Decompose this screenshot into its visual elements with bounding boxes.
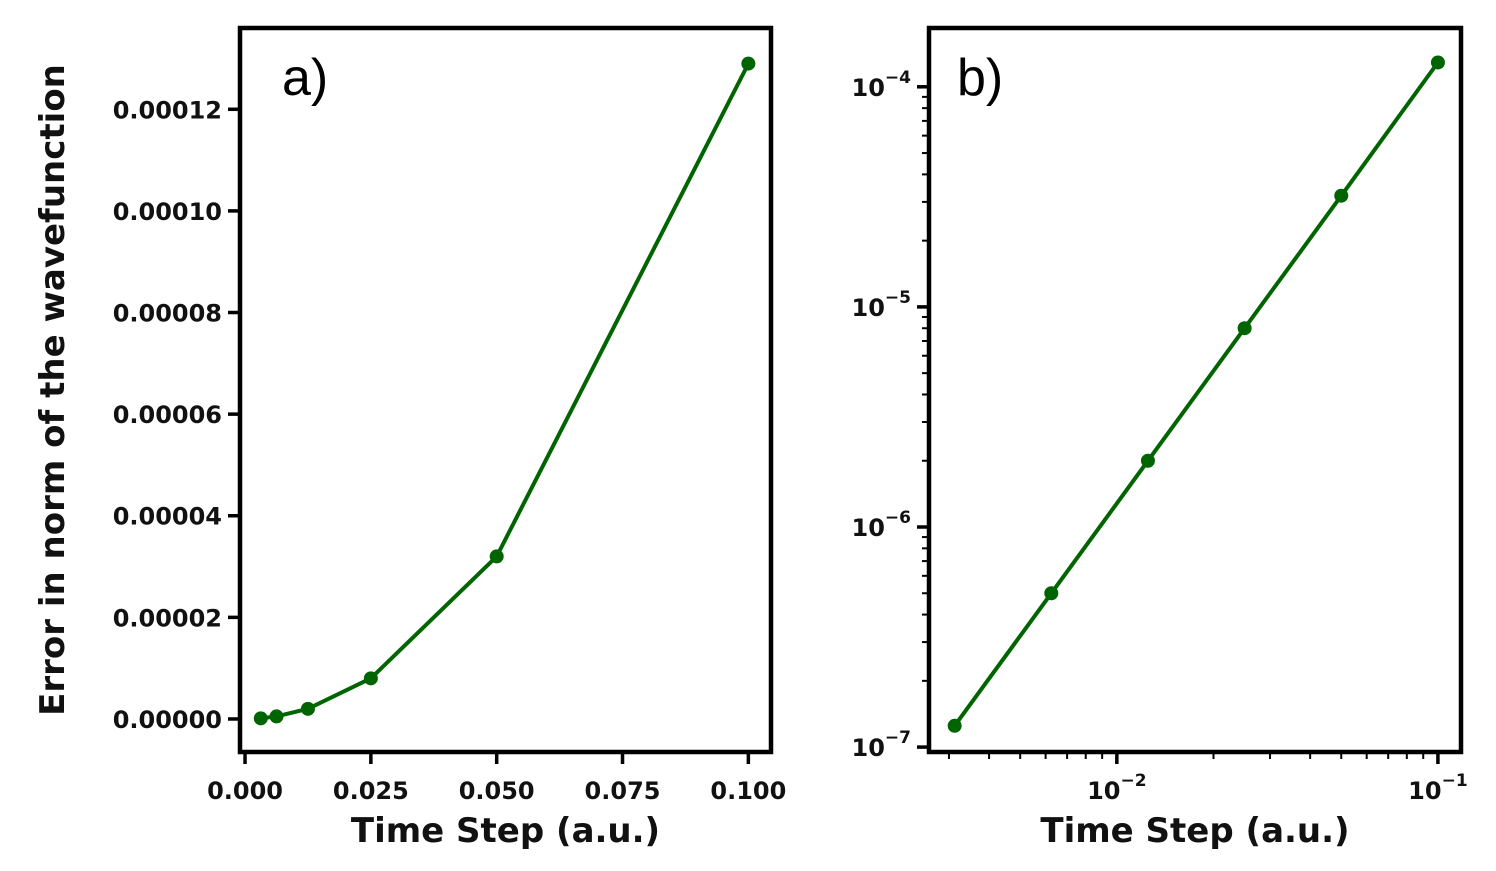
y-tick-label: 10−7: [852, 728, 911, 762]
series-line: [260, 62, 751, 721]
panel-label: a): [282, 49, 328, 107]
y-tick-label: 10−4: [852, 68, 912, 102]
data-point: [1237, 321, 1252, 336]
data-point: [741, 56, 756, 71]
data-point: [269, 709, 284, 724]
data-point: [1430, 55, 1445, 70]
y-tick-label: 0.00012: [113, 96, 222, 124]
x-tick-label: 0.075: [585, 777, 661, 805]
y-tick-label: 10−5: [852, 288, 911, 322]
data-point: [300, 701, 315, 716]
x-axis-label: Time Step (a.u.): [1040, 811, 1349, 851]
y-tick-label: 0.00004: [113, 503, 222, 531]
panel-a: 0.000 0.025 0.050 0.075 0.100 0.00000 0.00002 0…: [33, 25, 786, 851]
data-point: [1140, 453, 1155, 468]
data-point: [489, 549, 504, 564]
y-axis-label: Error in norm of the wavefunction: [33, 64, 73, 716]
plot-frame: [926, 25, 1464, 755]
y-tick-label: 10−6: [852, 508, 911, 542]
data-point: [363, 671, 378, 686]
x-tick-label: 10−1: [1408, 771, 1467, 805]
x-tick-label: 0.100: [710, 777, 786, 805]
data-point: [947, 718, 962, 733]
panel-b: 10−2 10−1 10−7 10−6 10−5 10−4 Time Step (a.u.)…: [852, 25, 1468, 851]
y-tick-label: 0.00000: [113, 706, 222, 734]
plot-frame: [237, 25, 774, 755]
data-point: [1044, 586, 1059, 601]
x-tick-label: 10−2: [1087, 771, 1146, 805]
data-point: [1334, 188, 1349, 203]
series-line: [952, 61, 1440, 727]
data-point: [253, 711, 268, 726]
y-tick-label: 0.00010: [113, 198, 222, 226]
x-axis-label: Time Step (a.u.): [351, 811, 660, 851]
x-tick-label: 0.025: [333, 777, 409, 805]
y-tick-label: 0.00008: [113, 300, 222, 328]
x-tick-label: 0.000: [207, 777, 283, 805]
y-tick-label: 0.00006: [113, 401, 222, 429]
y-tick-label: 0.00002: [113, 604, 222, 632]
x-tick-label: 0.050: [459, 777, 535, 805]
panel-label: b): [957, 49, 1003, 107]
